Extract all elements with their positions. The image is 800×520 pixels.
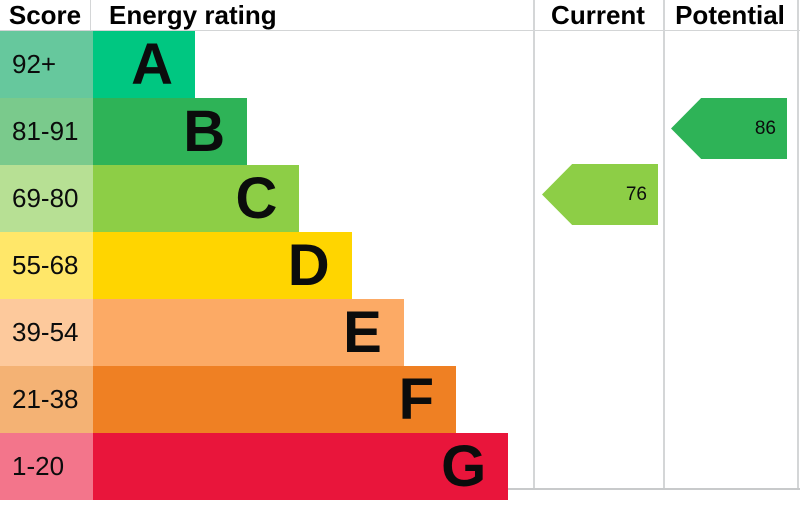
- band-bar-f: F: [93, 366, 456, 433]
- band-row-d: 55-68 D: [0, 232, 800, 299]
- energy-rating-column-header: Energy rating: [109, 0, 277, 30]
- band-row-b: 81-91 B: [0, 98, 800, 165]
- score-range-f: 21-38: [0, 366, 93, 433]
- potential-column-divider: [663, 0, 665, 488]
- score-column-divider: [90, 0, 91, 30]
- band-row-e: 39-54 E: [0, 299, 800, 366]
- band-letter-e: E: [343, 300, 382, 365]
- band-letter-b: B: [183, 99, 226, 164]
- band-row-f: 21-38 F: [0, 366, 800, 433]
- band-bar-g: G: [93, 433, 509, 500]
- current-rating-value: 76: [625, 183, 647, 205]
- potential-rating-value: 86: [754, 117, 776, 139]
- band-bar-c: C: [93, 165, 300, 232]
- band-bar-e: E: [93, 299, 404, 366]
- band-bar-d: D: [93, 232, 352, 299]
- band-letter-a: A: [131, 32, 173, 97]
- score-range-d: 55-68: [0, 232, 93, 299]
- band-letter-d: D: [287, 233, 330, 298]
- potential-rating-arrow: 86: [671, 98, 787, 159]
- band-bar-b: B: [93, 98, 248, 165]
- header-underline: [0, 30, 800, 31]
- band-row-g: 1-20 G: [0, 433, 800, 500]
- band-letter-g: G: [441, 434, 487, 499]
- band-row-c: 69-80 C: [0, 165, 800, 232]
- score-range-g: 1-20: [0, 433, 93, 500]
- potential-column-header: Potential: [675, 0, 785, 30]
- energy-bands-area: 92+ A 81-91 B 69-80 C 55-68 D 39-54 E 21-38 F 1-20 G: [0, 31, 800, 500]
- score-range-b: 81-91: [0, 98, 93, 165]
- score-range-a: 92+: [0, 31, 93, 98]
- score-range-e: 39-54: [0, 299, 93, 366]
- score-column-header: Score: [8, 0, 82, 30]
- score-range-c: 69-80: [0, 165, 93, 232]
- band-letter-f: F: [398, 367, 434, 432]
- right-border: [797, 0, 799, 488]
- current-column-divider: [533, 0, 535, 488]
- band-letter-c: C: [235, 166, 278, 231]
- band-row-a: 92+ A: [0, 31, 800, 98]
- band-bar-a: A: [93, 31, 195, 98]
- current-column-header: Current: [551, 0, 645, 30]
